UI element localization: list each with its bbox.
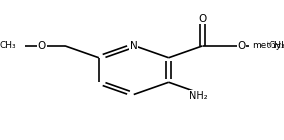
- Text: NH₂: NH₂: [189, 91, 208, 101]
- Text: O: O: [199, 14, 207, 24]
- Text: O: O: [265, 41, 273, 51]
- Text: CH₃: CH₃: [0, 41, 16, 50]
- Text: methyl: methyl: [252, 41, 283, 50]
- Text: N: N: [130, 40, 138, 51]
- Text: O: O: [238, 41, 246, 51]
- Text: O: O: [38, 41, 46, 51]
- Text: methyl: methyl: [0, 139, 1, 140]
- Text: CH₃: CH₃: [268, 41, 284, 50]
